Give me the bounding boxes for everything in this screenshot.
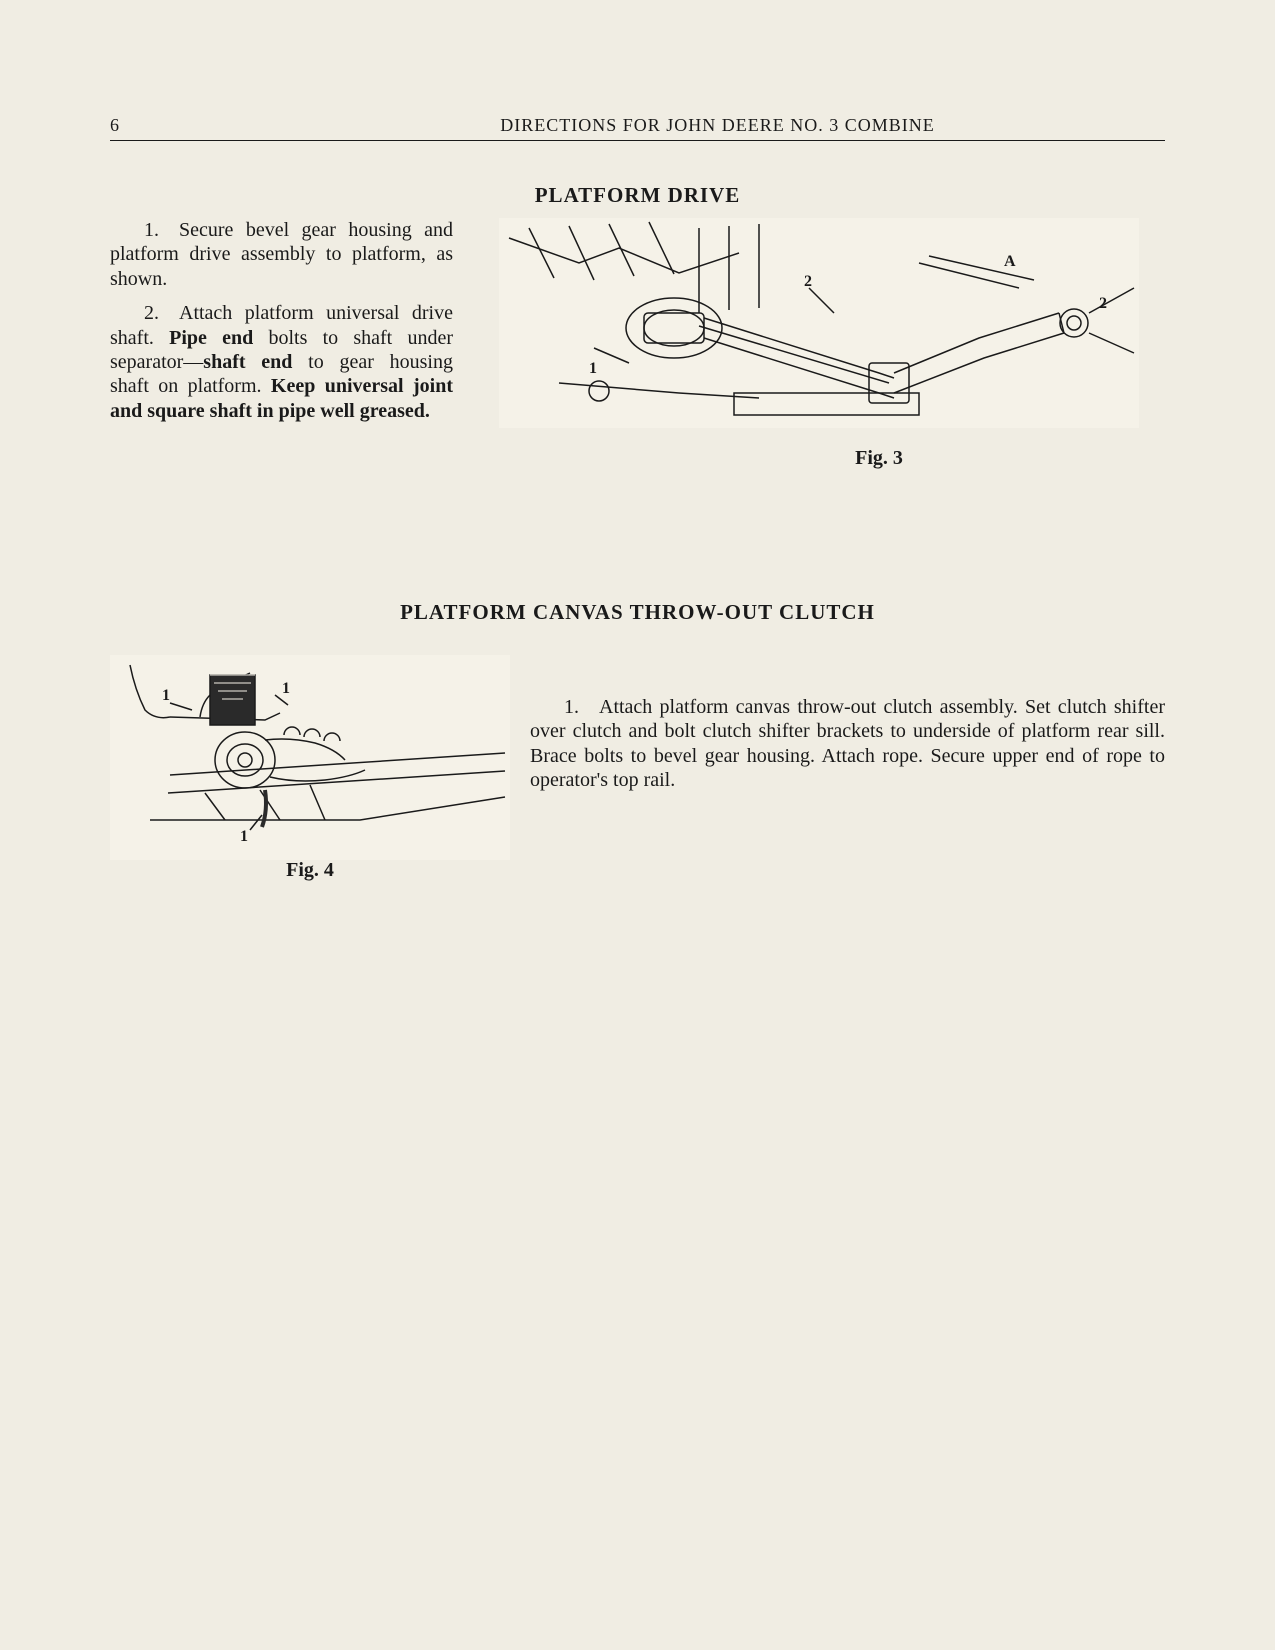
figure-3-illustration: 1 2 A 2 bbox=[473, 218, 1165, 428]
section2-row: 1 1 1 Fig. 4 1. Attach platform canvas t… bbox=[110, 655, 1165, 882]
fig3-label-2b: 2 bbox=[1099, 295, 1107, 312]
section2-para1: 1. Attach platform canvas throw-out clut… bbox=[530, 695, 1165, 793]
figure-3-caption: Fig. 3 bbox=[473, 447, 1165, 470]
fig4-label-1a: 1 bbox=[162, 687, 170, 704]
fig4-label-1b: 1 bbox=[282, 680, 290, 697]
manual-page: 6 DIRECTIONS FOR JOHN DEERE NO. 3 COMBIN… bbox=[0, 0, 1275, 882]
para2-bold-pipe-end: Pipe end bbox=[169, 327, 253, 349]
fig3-label-2a: 2 bbox=[804, 273, 812, 290]
fig4-label-1c: 1 bbox=[240, 828, 248, 845]
section1-para2: 2. Attach platform universal drive shaft… bbox=[110, 301, 453, 423]
figure-4-caption: Fig. 4 bbox=[110, 859, 510, 882]
figure-4-illustration: 1 1 1 bbox=[110, 655, 510, 860]
section1-para1: 1. Secure bevel gear housing and platfor… bbox=[110, 218, 453, 291]
section1-text-column: 1. Secure bevel gear housing and platfor… bbox=[110, 218, 453, 433]
section1-row: 1. Secure bevel gear housing and platfor… bbox=[110, 218, 1165, 470]
fig3-label-A: A bbox=[1004, 253, 1016, 270]
section2-text-column: 1. Attach platform canvas throw-out clut… bbox=[530, 655, 1165, 803]
section-title-throw-out-clutch: PLATFORM CANVAS THROW-OUT CLUTCH bbox=[110, 600, 1165, 625]
section1-figure-column: 1 2 A 2 Fig. 3 bbox=[473, 218, 1165, 470]
section-title-platform-drive: PLATFORM DRIVE bbox=[110, 183, 1165, 208]
header-title: DIRECTIONS FOR JOHN DEERE NO. 3 COMBINE bbox=[150, 115, 1165, 136]
fig3-label-1: 1 bbox=[589, 360, 597, 377]
running-header: 6 DIRECTIONS FOR JOHN DEERE NO. 3 COMBIN… bbox=[110, 115, 1165, 141]
page-number: 6 bbox=[110, 115, 150, 136]
para2-bold-shaft-end: shaft end bbox=[203, 351, 292, 373]
section2-figure-column: 1 1 1 Fig. 4 bbox=[110, 655, 510, 882]
